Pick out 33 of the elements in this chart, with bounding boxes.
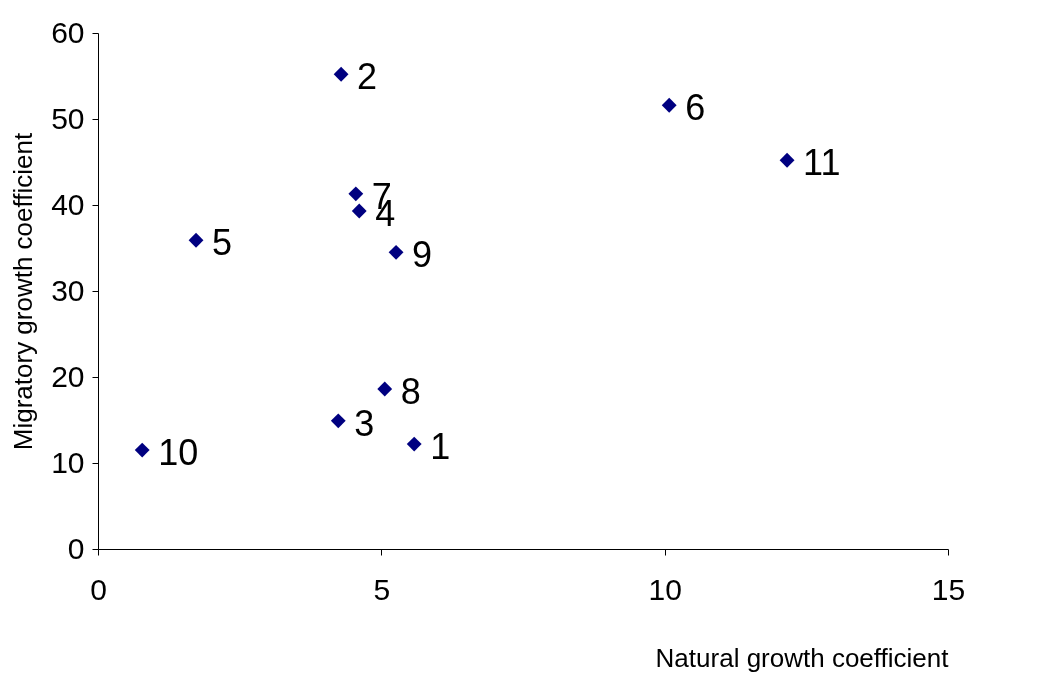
point bbox=[188, 232, 204, 248]
y-tick-label: 30 bbox=[51, 273, 85, 307]
y-tick-label: 10 bbox=[51, 445, 85, 479]
annotation: 5 bbox=[212, 222, 233, 264]
x-tick-label: 10 bbox=[648, 572, 682, 606]
point bbox=[377, 381, 393, 397]
annotation: 8 bbox=[400, 371, 421, 413]
annotation: 6 bbox=[685, 87, 706, 129]
point bbox=[134, 442, 150, 458]
annotation: 2 bbox=[357, 56, 378, 98]
annotation: 10 bbox=[158, 432, 199, 474]
annotation: 9 bbox=[412, 234, 433, 276]
x-tick-label: 0 bbox=[90, 572, 107, 606]
y-tick-label: 0 bbox=[67, 531, 85, 565]
y-tick-label: 40 bbox=[51, 187, 85, 221]
y-axis-title: Migratory growth coefficient bbox=[8, 132, 39, 451]
point bbox=[333, 66, 349, 82]
point bbox=[406, 436, 422, 452]
annotation: 1 bbox=[430, 426, 451, 468]
annotation: 3 bbox=[354, 402, 375, 444]
point bbox=[351, 203, 367, 219]
point bbox=[348, 186, 364, 202]
y-tick-label: 20 bbox=[51, 359, 85, 393]
point bbox=[330, 413, 346, 429]
point bbox=[779, 152, 795, 168]
y-tick-label: 60 bbox=[51, 15, 85, 49]
annotation: 11 bbox=[803, 142, 841, 184]
x-tick-label: 5 bbox=[373, 572, 391, 606]
x-axis-title: Natural growth coefficient bbox=[655, 642, 950, 673]
x-tick-label: 15 bbox=[931, 572, 966, 606]
point bbox=[388, 244, 404, 260]
y-tick-label: 50 bbox=[51, 101, 85, 135]
point bbox=[661, 97, 677, 113]
